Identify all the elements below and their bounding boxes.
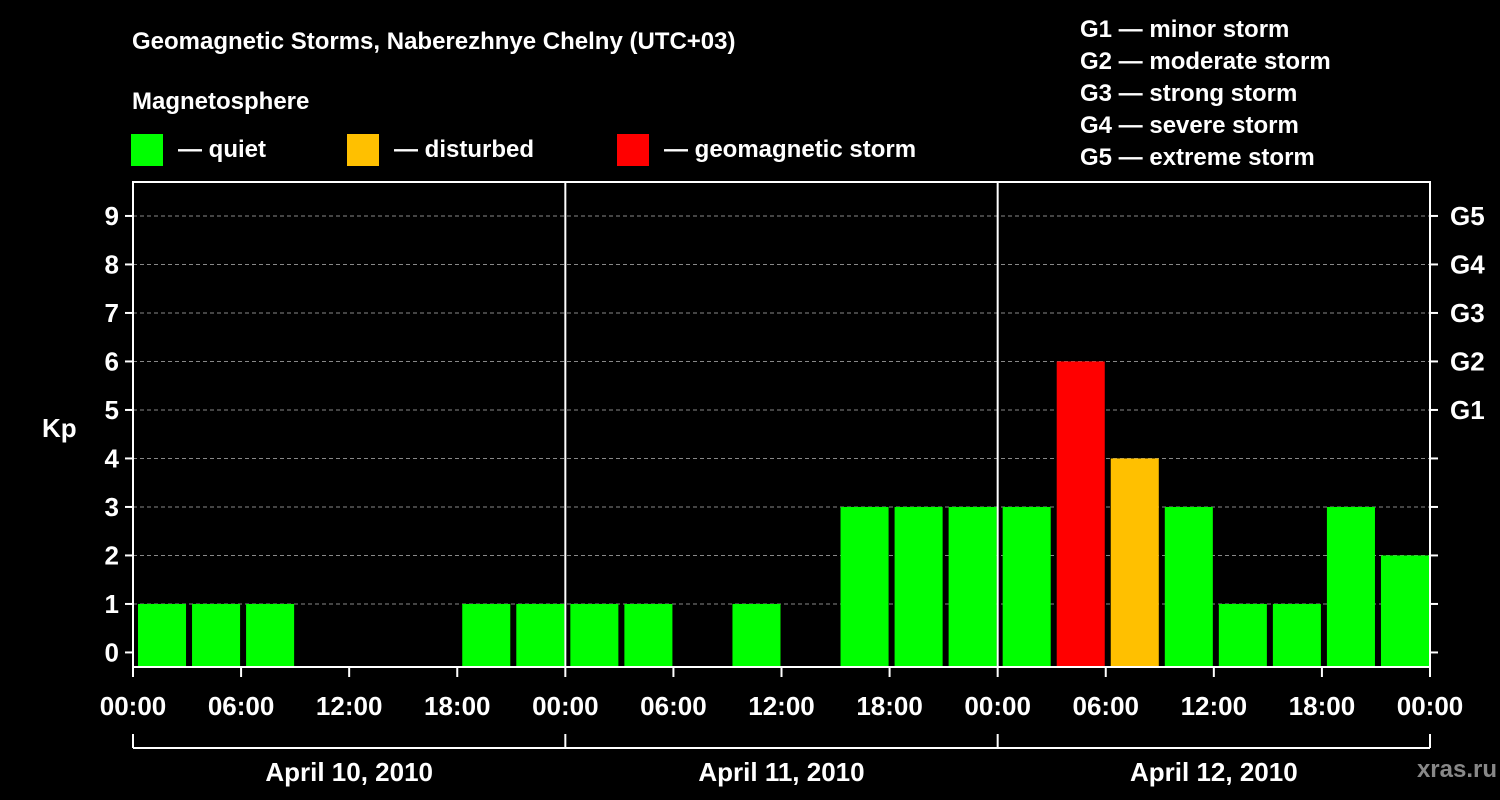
legend-swatch-quiet bbox=[131, 134, 163, 166]
kp-bar bbox=[192, 603, 241, 667]
legend-label-storm: — geomagnetic storm bbox=[664, 136, 916, 163]
chart-title: Geomagnetic Storms, Naberezhnye Chelny (… bbox=[132, 28, 736, 55]
day-label: April 10, 2010 bbox=[265, 757, 433, 787]
x-tick-label: 06:00 bbox=[1073, 691, 1140, 721]
legend-swatch-disturbed bbox=[347, 134, 379, 166]
y-tick-label: 1 bbox=[105, 589, 119, 619]
y-tick-label: 9 bbox=[105, 201, 119, 231]
kp-bar bbox=[246, 603, 295, 667]
day-label: April 11, 2010 bbox=[698, 757, 864, 787]
y-axis-label: Kp bbox=[42, 413, 77, 443]
kp-bar bbox=[138, 603, 187, 667]
g-scale-label: G5 bbox=[1450, 201, 1485, 231]
y-tick-label: 7 bbox=[105, 298, 119, 328]
plot-frame bbox=[132, 181, 1431, 668]
legend-heading: Magnetosphere bbox=[132, 88, 309, 115]
kp-bar bbox=[1110, 458, 1159, 667]
y-tick-label: 4 bbox=[105, 443, 120, 473]
x-tick-label: 12:00 bbox=[1181, 691, 1248, 721]
x-tick-label: 00:00 bbox=[1397, 691, 1464, 721]
kp-bar bbox=[732, 603, 781, 667]
y-tick-label: 5 bbox=[105, 395, 119, 425]
x-tick-label: 12:00 bbox=[748, 691, 815, 721]
x-tick-label: 00:00 bbox=[964, 691, 1031, 721]
kp-bar bbox=[516, 603, 565, 667]
y-tick-label: 0 bbox=[105, 637, 119, 667]
kp-bar bbox=[1164, 506, 1213, 667]
scale-g3: G3 — strong storm bbox=[1080, 80, 1297, 107]
g-scale-label: G4 bbox=[1450, 249, 1485, 279]
y-tick-label: 2 bbox=[105, 540, 119, 570]
x-tick-label: 06:00 bbox=[208, 691, 275, 721]
scale-g4: G4 — severe storm bbox=[1080, 112, 1299, 139]
scale-g5: G5 — extreme storm bbox=[1080, 144, 1315, 171]
kp-bar bbox=[462, 603, 511, 667]
axes: 0 1 2 3 4 5 6 7 8 9 G1 G2 G3 G4 G5 00:00 06:00 12:00 18:00… bbox=[100, 181, 1485, 787]
x-tick-label: 18:00 bbox=[424, 691, 491, 721]
x-tick-label: 06:00 bbox=[640, 691, 707, 721]
legend-label-disturbed: — disturbed bbox=[394, 136, 534, 163]
kp-bar bbox=[1326, 506, 1375, 667]
x-tick-label: 18:00 bbox=[1289, 691, 1356, 721]
x-tick-label: 18:00 bbox=[856, 691, 923, 721]
grid-lines bbox=[133, 215, 1430, 605]
kp-bar bbox=[948, 506, 997, 667]
legend-swatch-storm bbox=[617, 134, 649, 166]
g-scale-label: G1 bbox=[1450, 395, 1485, 425]
kp-bar bbox=[570, 603, 619, 667]
x-tick-label: 00:00 bbox=[100, 691, 167, 721]
scale-g2: G2 — moderate storm bbox=[1080, 48, 1331, 75]
kp-bar bbox=[1272, 603, 1321, 667]
kp-bar bbox=[894, 506, 943, 667]
kp-bar bbox=[1218, 603, 1267, 667]
y-tick-label: 6 bbox=[105, 346, 119, 376]
legend-label-quiet: — quiet bbox=[178, 136, 266, 163]
y-tick-label: 8 bbox=[105, 249, 119, 279]
watermark: xras.ru bbox=[1417, 756, 1497, 783]
g-scale-label: G3 bbox=[1450, 298, 1485, 328]
bars bbox=[138, 361, 1429, 667]
day-label: April 12, 2010 bbox=[1130, 757, 1298, 787]
kp-bar bbox=[1380, 555, 1429, 667]
y-tick-label: 3 bbox=[105, 492, 119, 522]
g-scale-label: G2 bbox=[1450, 346, 1485, 376]
kp-bar bbox=[840, 506, 889, 667]
kp-bar bbox=[1056, 361, 1105, 667]
kp-bar bbox=[1002, 506, 1051, 667]
x-tick-label: 00:00 bbox=[532, 691, 599, 721]
x-tick-label: 12:00 bbox=[316, 691, 383, 721]
scale-g1: G1 — minor storm bbox=[1080, 16, 1289, 43]
kp-bar bbox=[624, 603, 673, 667]
